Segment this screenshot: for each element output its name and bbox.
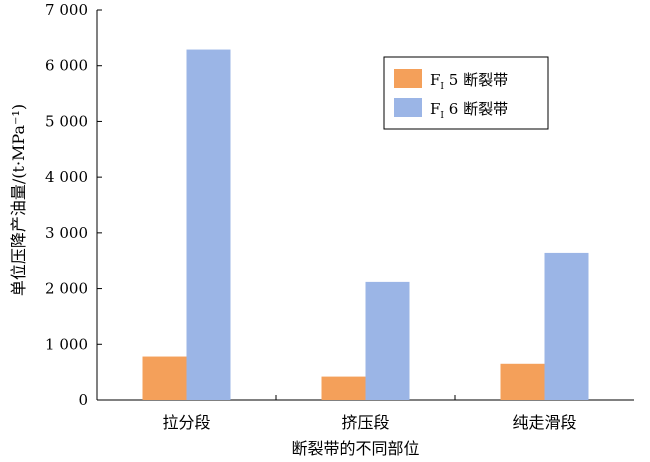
x-axis-title: 断裂带的不同部位 — [291, 439, 419, 458]
bar — [544, 252, 589, 400]
y-tick-label: 3 000 — [45, 224, 88, 242]
legend-label: FI 5 断裂带 — [430, 71, 508, 92]
legend: FI 5 断裂带 FI 6 断裂带 — [383, 56, 549, 130]
legend-label: FI 6 断裂带 — [430, 100, 508, 121]
x-category-label: 挤压段 — [341, 413, 389, 432]
y-tick-label: 7 000 — [45, 1, 88, 19]
legend-box — [383, 56, 549, 130]
y-tick-label: 0 — [78, 391, 88, 409]
bars — [142, 49, 589, 401]
x-category-label: 纯走滑段 — [512, 413, 576, 432]
y-ticks: 0 1 000 2 000 3 000 4 000 5 000 6 000 7 000 — [45, 1, 102, 409]
bar — [321, 376, 366, 400]
legend-swatch — [394, 69, 422, 88]
x-category-labels: 拉分段 挤压段 纯走滑段 — [162, 413, 576, 432]
bar — [186, 49, 231, 401]
bar — [500, 363, 545, 400]
bar — [365, 281, 410, 400]
bar — [142, 356, 187, 400]
y-tick-label: 1 000 — [45, 335, 88, 353]
legend-swatch — [394, 98, 422, 117]
y-tick-label: 6 000 — [45, 57, 88, 75]
x-category-label: 拉分段 — [162, 413, 210, 432]
y-axis-title: 单位压降产油量/(t·MPa⁻¹) — [9, 104, 28, 296]
y-tick-label: 2 000 — [45, 280, 88, 298]
y-tick-label: 5 000 — [45, 112, 88, 130]
y-tick-label: 4 000 — [45, 168, 88, 186]
